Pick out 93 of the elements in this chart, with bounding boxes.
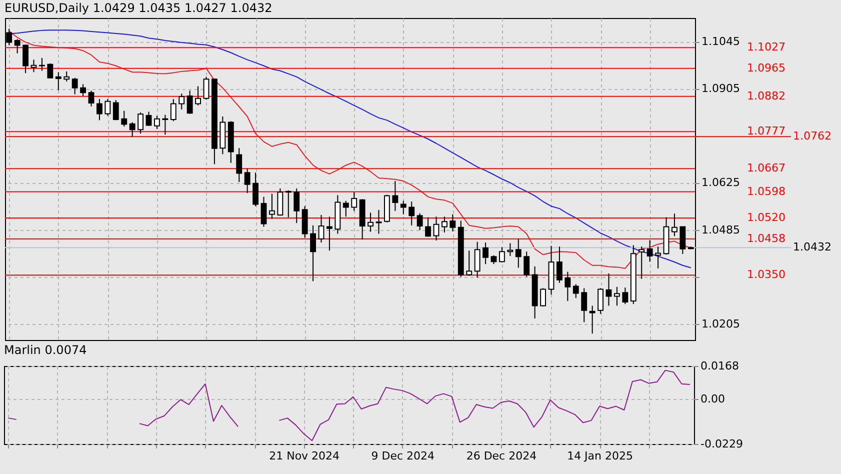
candlestick xyxy=(482,242,488,265)
candlestick xyxy=(425,216,431,238)
x-tick-label: 9 Dec 2024 xyxy=(371,450,435,462)
ref-line-label: 1.0762 xyxy=(793,130,832,143)
ref-line-label: 1.0520 xyxy=(747,210,786,224)
candlestick xyxy=(195,86,201,106)
candlestick xyxy=(614,286,620,306)
candlestick xyxy=(564,271,571,302)
ref-line-label: 1.0667 xyxy=(747,162,786,175)
candlestick xyxy=(638,246,645,280)
candlestick xyxy=(515,238,522,268)
candlestick xyxy=(416,212,423,231)
ref-line-label: 1.0458 xyxy=(747,232,786,245)
candlestick xyxy=(581,288,588,323)
candlestick xyxy=(138,112,144,134)
candlestick xyxy=(622,287,628,305)
candlestick xyxy=(466,250,472,276)
candlestick xyxy=(72,77,78,95)
y-tick-label: 1.0485 xyxy=(702,223,740,236)
candlestick xyxy=(294,188,300,224)
candlestick xyxy=(260,196,267,228)
candlestick xyxy=(556,246,562,284)
chart-title: Marlin 0.0074 xyxy=(4,343,87,357)
candlestick xyxy=(112,100,119,121)
candlestick xyxy=(326,216,332,252)
candlestick xyxy=(178,93,185,110)
candlestick xyxy=(170,98,176,122)
candlestick xyxy=(376,209,382,234)
candlestick xyxy=(203,76,210,100)
candlestick xyxy=(285,190,292,218)
candlestick xyxy=(64,70,70,82)
ref-line-label: 1.0777 xyxy=(747,124,786,138)
candlestick xyxy=(572,284,579,298)
candlestick xyxy=(162,114,168,136)
candlestick xyxy=(655,246,661,269)
candlestick xyxy=(154,115,160,130)
candlestick xyxy=(400,200,406,215)
y-tick-label: -0.0229 xyxy=(700,438,743,450)
candlestick xyxy=(474,241,480,278)
candlestick xyxy=(507,242,514,256)
candlestick xyxy=(540,288,546,307)
candlestick xyxy=(342,200,349,218)
candlestick xyxy=(14,38,20,54)
candlestick xyxy=(30,59,37,73)
candlestick xyxy=(22,44,28,74)
candlestick xyxy=(598,288,604,314)
candlestick xyxy=(499,246,505,263)
candlestick xyxy=(96,98,102,121)
candlestick xyxy=(646,240,653,262)
ref-line-label: 1.0432 xyxy=(793,240,832,254)
x-tick-label: 14 Jan 2025 xyxy=(567,450,634,462)
candlestick xyxy=(680,226,686,254)
candlestick xyxy=(408,201,415,226)
candlestick xyxy=(392,180,398,212)
y-tick-label: 1.1045 xyxy=(702,35,740,48)
y-tick-label: 1.0625 xyxy=(702,176,740,190)
candlestick xyxy=(47,62,54,79)
candlestick xyxy=(146,111,152,126)
candlestick xyxy=(450,214,456,232)
x-tick-label: 26 Dec 2024 xyxy=(466,450,537,462)
candlestick xyxy=(318,214,324,244)
chart-title: EURUSD,Daily 1.0429 1.0435 1.0427 1.0432 xyxy=(4,1,272,15)
candlestick xyxy=(589,305,596,334)
candlestick xyxy=(672,213,678,237)
candlestick xyxy=(269,193,275,220)
candlestick xyxy=(121,110,128,128)
candlestick xyxy=(104,98,111,116)
y-tick-label: 0.00 xyxy=(700,392,725,406)
candlestick xyxy=(606,272,612,306)
candlestick xyxy=(186,90,193,114)
candlestick xyxy=(368,212,374,232)
candlestick xyxy=(277,188,284,216)
candlestick xyxy=(524,251,530,278)
candlestick xyxy=(442,216,448,233)
candlestick xyxy=(55,72,62,91)
candlestick xyxy=(80,84,86,96)
y-tick-label: 1.0205 xyxy=(702,317,740,330)
candlestick xyxy=(351,192,358,212)
candlestick xyxy=(433,216,440,242)
ref-line-label: 1.0350 xyxy=(747,268,786,282)
candlestick xyxy=(236,148,242,183)
candlestick xyxy=(252,172,258,207)
ref-line-label: 1.0965 xyxy=(747,61,786,74)
candlestick xyxy=(88,90,94,107)
candlestick xyxy=(244,168,250,194)
candlestick xyxy=(129,122,136,138)
y-tick-label: 0.0168 xyxy=(700,360,739,372)
y-tick-label: 1.0905 xyxy=(702,82,740,96)
ref-line-label: 1.0598 xyxy=(747,184,786,198)
ref-line-label: 1.1027 xyxy=(747,40,786,54)
ref-line-label: 1.0882 xyxy=(747,89,786,102)
x-tick-label: 21 Nov 2024 xyxy=(269,450,340,462)
candlestick xyxy=(310,224,316,282)
